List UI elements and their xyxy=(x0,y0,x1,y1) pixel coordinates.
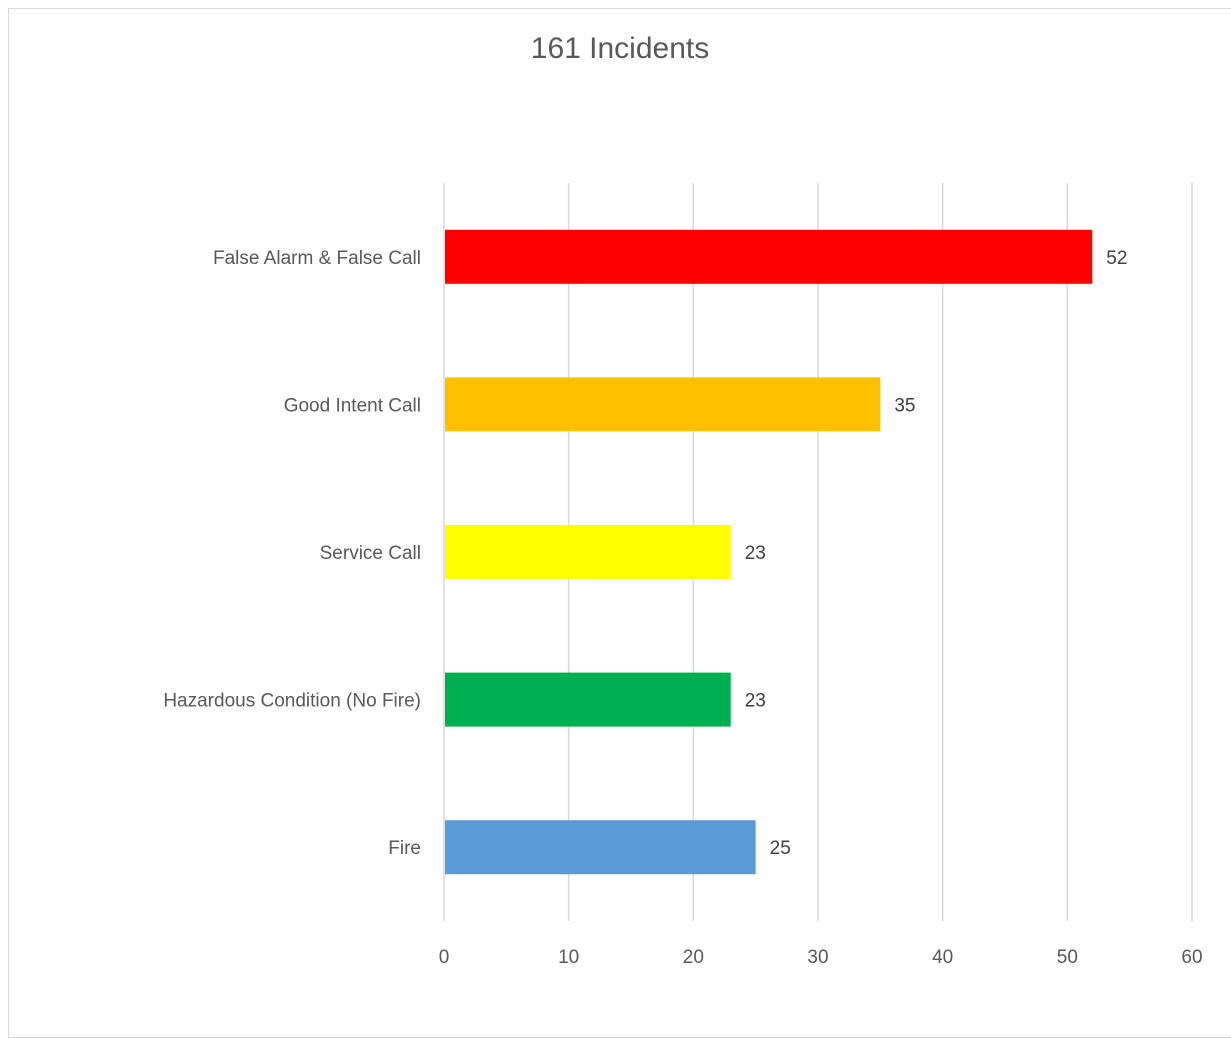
category-label: False Alarm & False Call xyxy=(213,248,421,269)
category-label: Good Intent Call xyxy=(284,395,421,416)
category-label: Fire xyxy=(388,838,421,859)
bar xyxy=(445,525,731,579)
data-label: 23 xyxy=(745,691,766,712)
data-label: 25 xyxy=(770,838,791,859)
x-tick-label: 20 xyxy=(683,947,704,968)
label-layer: 0 10 20 30 40 50 60 False Alarm & False Call 52 G… xyxy=(163,248,1202,968)
x-tick-label: 30 xyxy=(807,947,828,968)
bar xyxy=(445,377,881,432)
bar xyxy=(445,820,756,875)
data-label: 52 xyxy=(1106,248,1127,269)
x-tick-label: 40 xyxy=(932,947,953,968)
data-label: 23 xyxy=(745,543,766,564)
category-label: Hazardous Condition (No Fire) xyxy=(163,691,421,712)
data-label: 35 xyxy=(894,395,915,416)
bar xyxy=(445,672,731,727)
x-tick-label: 60 xyxy=(1181,947,1202,968)
x-tick-label: 10 xyxy=(558,947,579,968)
bar xyxy=(445,229,1093,284)
x-tick-label: 50 xyxy=(1057,947,1078,968)
chart-title: 161 Incidents xyxy=(530,32,710,65)
category-label: Service Call xyxy=(320,543,421,564)
x-tick-label: 0 xyxy=(439,947,450,968)
bar-layer xyxy=(445,229,1093,875)
